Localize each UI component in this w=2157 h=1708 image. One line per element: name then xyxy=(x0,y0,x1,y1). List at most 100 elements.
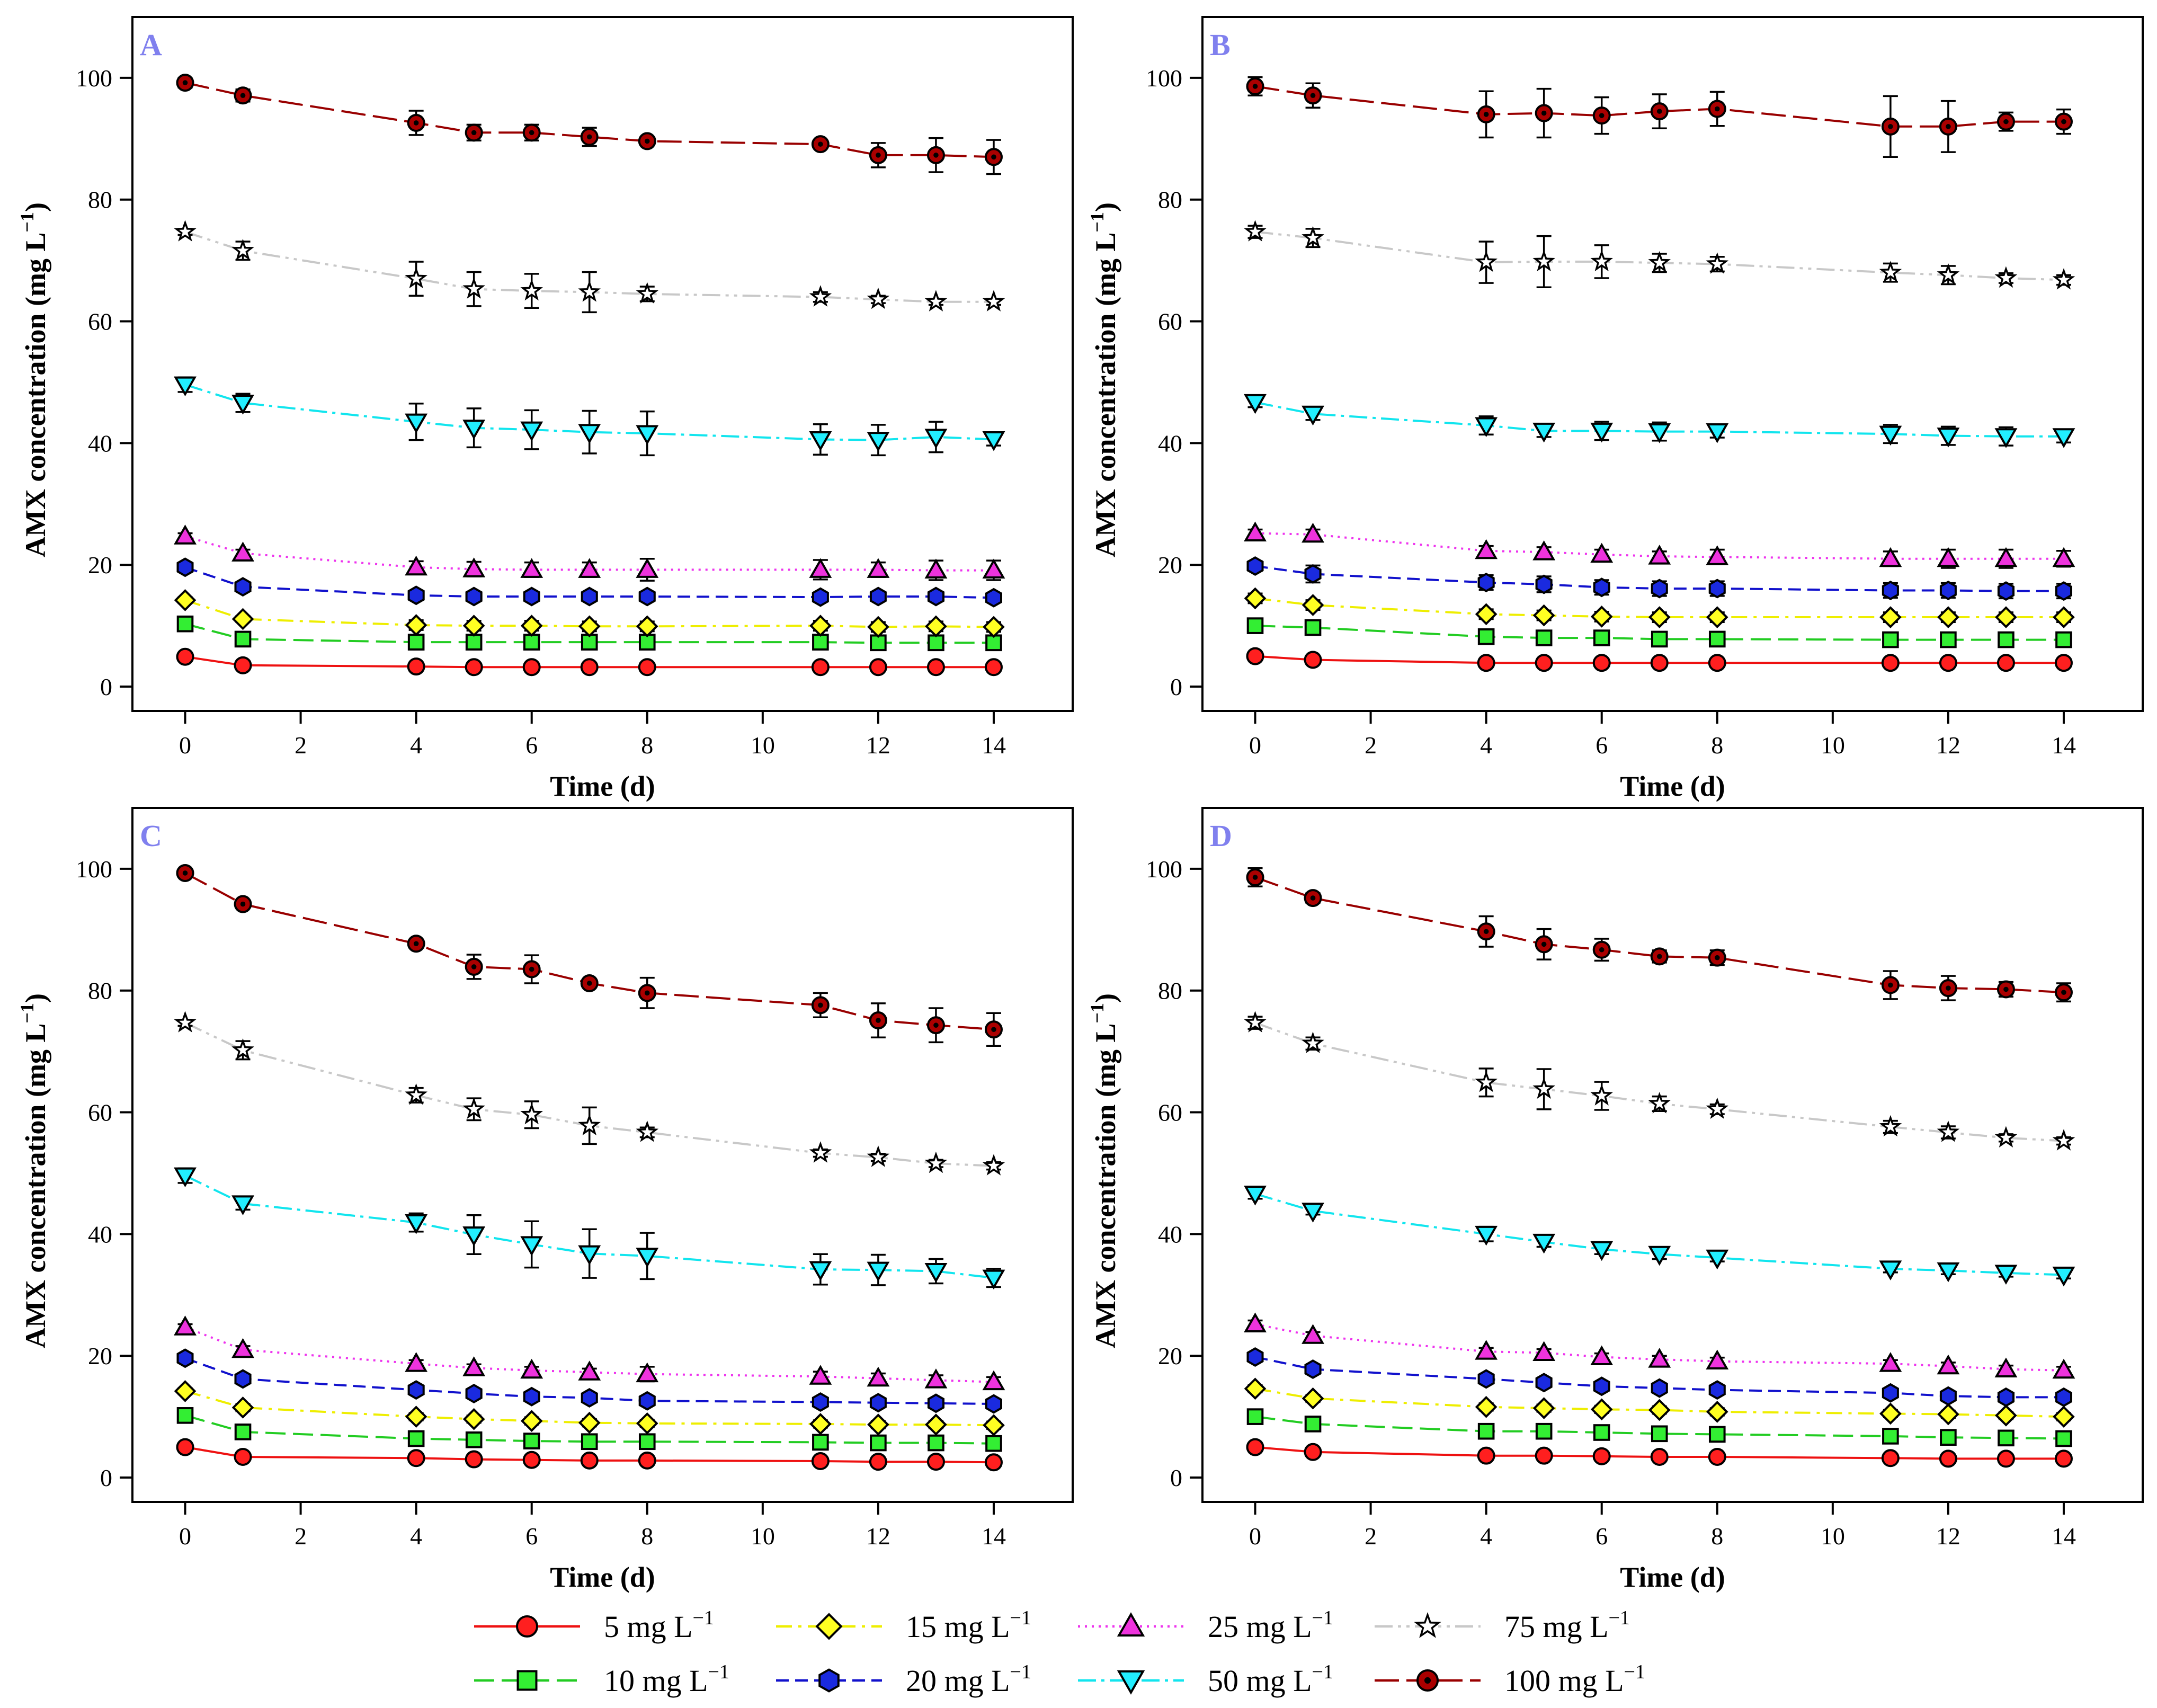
x-tick-label: 2 xyxy=(1365,732,1377,759)
data-point xyxy=(928,634,944,652)
data-point xyxy=(523,586,540,607)
data-point xyxy=(522,123,541,142)
data-point xyxy=(1997,581,2015,601)
data-point xyxy=(924,1368,948,1389)
series-s100 xyxy=(1246,867,2073,1003)
data-point xyxy=(926,1016,945,1035)
data-point xyxy=(1246,556,1264,576)
data-point xyxy=(1648,606,1671,628)
data-point xyxy=(1244,1377,1267,1400)
series-s5 xyxy=(176,1438,1003,1472)
data-point xyxy=(405,614,427,636)
x-tick-label: 10 xyxy=(751,1523,775,1550)
x-tick-label: 14 xyxy=(982,732,1006,759)
y-tick-label: 40 xyxy=(88,1221,112,1248)
x-tick-label: 8 xyxy=(1711,1523,1723,1550)
plot-frame xyxy=(1201,807,2144,1503)
series-line xyxy=(184,1390,994,1427)
data-point xyxy=(465,586,483,607)
data-point xyxy=(1939,580,1957,601)
data-point xyxy=(2053,1405,2075,1428)
data-point xyxy=(638,1433,656,1451)
data-point xyxy=(520,1358,543,1379)
data-point xyxy=(638,1451,656,1470)
data-point xyxy=(812,1434,829,1451)
data-point xyxy=(234,577,252,597)
data-point xyxy=(1937,1403,1959,1426)
y-tick-label: 0 xyxy=(1170,1464,1182,1491)
data-point xyxy=(465,1431,483,1448)
data-point xyxy=(870,1434,887,1452)
data-point xyxy=(1475,539,1498,559)
y-tick-label: 80 xyxy=(1158,186,1182,213)
data-point xyxy=(1651,579,1668,599)
data-point xyxy=(1648,1399,1671,1421)
data-point xyxy=(176,615,194,633)
data-point xyxy=(1708,579,1726,599)
y-tick-label: 60 xyxy=(1158,1099,1182,1126)
data-point xyxy=(1532,1233,1556,1254)
data-point xyxy=(924,290,948,312)
data-point xyxy=(1246,868,1264,886)
legend-entry-s50: 50 mg L−1 xyxy=(1078,1661,1333,1698)
data-point xyxy=(1882,1428,1899,1445)
data-point xyxy=(2054,112,2073,131)
data-point xyxy=(809,1261,832,1282)
series-line xyxy=(1255,85,2064,128)
data-point xyxy=(578,615,601,638)
data-point xyxy=(638,1391,656,1411)
legend-marker xyxy=(1416,1669,1439,1692)
data-point xyxy=(581,1387,598,1408)
data-point xyxy=(1593,577,1610,598)
y-tick-label: 20 xyxy=(1158,551,1182,579)
data-point xyxy=(984,1453,1003,1472)
x-axis-title: Time (d) xyxy=(550,1561,655,1593)
data-point xyxy=(867,432,890,452)
data-point xyxy=(926,146,945,164)
x-tick-label: 14 xyxy=(2052,732,2076,759)
data-point xyxy=(578,558,601,578)
data-point xyxy=(2054,654,2073,672)
data-point xyxy=(407,585,425,606)
data-point xyxy=(1532,604,1555,627)
plot-frame xyxy=(1201,16,2144,712)
data-point xyxy=(462,277,486,299)
plot-frame xyxy=(131,16,1074,712)
data-point xyxy=(1651,1425,1668,1443)
data-point xyxy=(1996,1449,2015,1468)
data-point xyxy=(809,558,832,578)
data-point xyxy=(636,1362,659,1383)
data-point xyxy=(1246,1408,1264,1425)
panel-c: C 0 20 40 60 80 100 0 2 4 6 8 10 12 14 Time (d) AMX conc… xyxy=(16,807,1074,1593)
data-point xyxy=(1592,1447,1611,1465)
data-point xyxy=(231,1338,254,1358)
series-s50 xyxy=(1244,394,2075,448)
series-line xyxy=(184,1326,994,1383)
data-point xyxy=(809,1365,832,1385)
y-tick-label: 20 xyxy=(1158,1342,1182,1369)
data-point xyxy=(1708,948,1726,967)
data-point xyxy=(578,1245,601,1266)
data-point xyxy=(869,658,887,677)
data-point xyxy=(2052,1358,2075,1379)
y-tick-label: 40 xyxy=(1158,1221,1182,1248)
data-point xyxy=(1535,1446,1553,1465)
data-point xyxy=(1994,1126,2018,1147)
x-tick-label: 4 xyxy=(410,1523,422,1550)
data-point xyxy=(520,1410,543,1432)
y-tick-label: 100 xyxy=(1146,65,1182,92)
data-point xyxy=(522,960,541,978)
data-point xyxy=(811,1452,830,1471)
data-point xyxy=(520,279,543,301)
legend-marker xyxy=(1117,1670,1145,1695)
data-point xyxy=(867,1413,889,1436)
data-point xyxy=(928,1434,944,1452)
data-point xyxy=(925,1413,947,1436)
series-s15 xyxy=(174,1380,1005,1437)
x-tick-label: 2 xyxy=(295,732,307,759)
legend-entry-s25: 25 mg L−1 xyxy=(1078,1607,1333,1644)
series-line xyxy=(185,82,994,158)
x-tick-label: 6 xyxy=(525,732,538,759)
x-tick-label: 2 xyxy=(1365,1523,1377,1550)
data-point xyxy=(1879,1352,1902,1372)
